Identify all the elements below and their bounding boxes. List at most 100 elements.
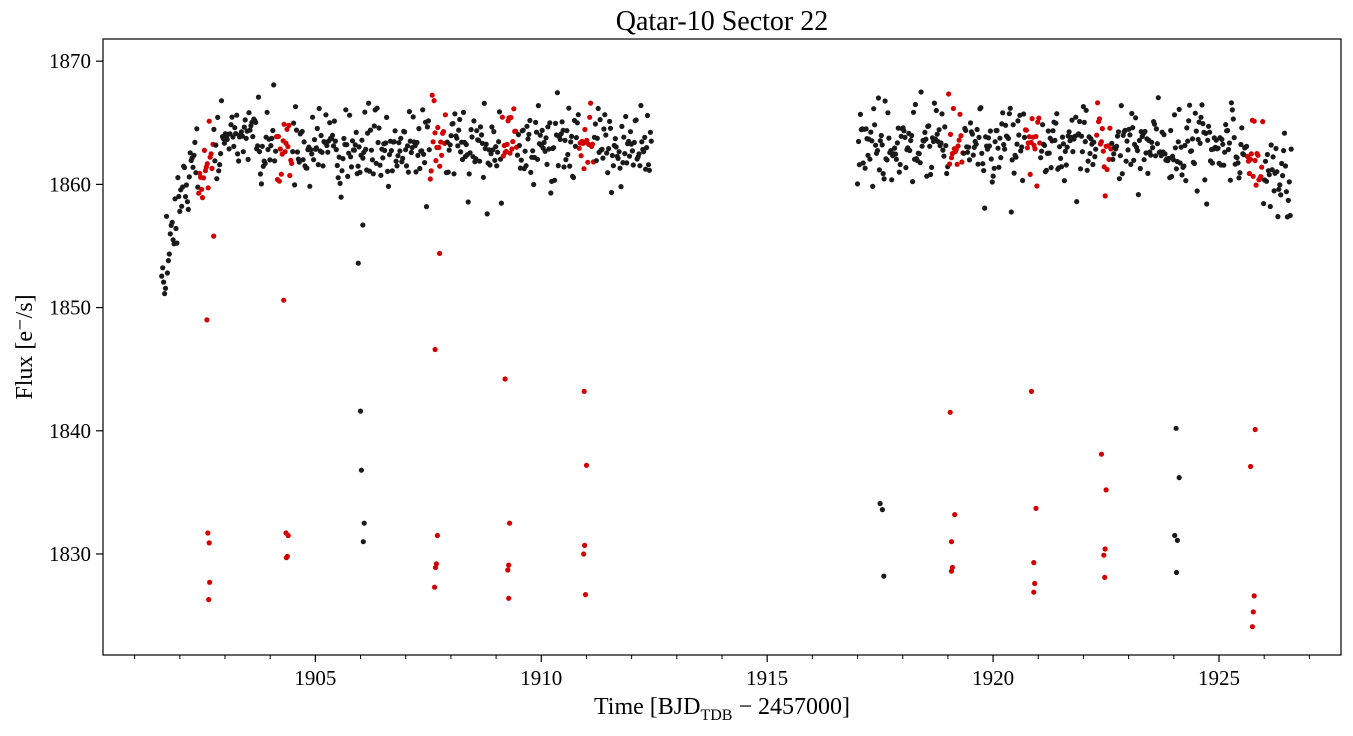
data-point xyxy=(552,120,559,126)
data-point xyxy=(1137,165,1143,172)
data-point xyxy=(420,107,426,113)
data-point xyxy=(860,160,866,166)
data-point xyxy=(1274,169,1280,175)
data-point xyxy=(494,163,500,169)
data-point xyxy=(268,143,274,149)
data-point xyxy=(1145,170,1151,176)
data-point xyxy=(1285,197,1291,203)
data-point xyxy=(457,116,463,123)
data-point xyxy=(340,156,346,162)
data-point xyxy=(331,118,337,124)
data-point xyxy=(1135,192,1141,198)
data-point xyxy=(1082,139,1088,145)
data-point xyxy=(992,139,998,145)
data-point xyxy=(415,152,421,158)
data-point xyxy=(908,137,914,144)
data-point xyxy=(941,153,947,159)
data-point xyxy=(236,158,242,164)
data-point xyxy=(889,177,895,183)
data-point xyxy=(318,132,324,139)
data-point xyxy=(926,123,932,129)
data-point xyxy=(541,139,547,146)
data-point xyxy=(493,144,499,150)
data-point xyxy=(938,140,944,146)
data-point xyxy=(1039,148,1045,154)
data-point xyxy=(368,147,374,153)
data-point xyxy=(1057,144,1063,150)
data-point xyxy=(974,126,980,133)
data-point xyxy=(1046,150,1052,156)
data-point xyxy=(299,128,305,135)
data-point xyxy=(1106,156,1112,162)
data-point xyxy=(894,140,901,146)
data-point xyxy=(1221,162,1227,168)
data-point xyxy=(1092,154,1098,160)
data-point xyxy=(1155,95,1161,101)
data-point xyxy=(564,128,570,134)
data-point xyxy=(637,163,643,169)
data-point xyxy=(623,113,629,120)
data-point xyxy=(647,129,654,135)
data-point xyxy=(1235,160,1241,166)
data-point xyxy=(502,376,508,382)
data-point xyxy=(619,123,625,129)
data-point xyxy=(506,595,512,601)
data-point xyxy=(1173,425,1179,431)
data-point xyxy=(483,141,489,147)
data-point xyxy=(264,109,270,115)
data-point xyxy=(1175,139,1181,145)
data-point xyxy=(1129,110,1135,117)
data-point xyxy=(1252,426,1258,433)
data-point xyxy=(954,161,960,167)
data-point xyxy=(349,138,356,144)
y-tick-label: 1830 xyxy=(49,542,91,566)
data-point xyxy=(1128,161,1134,167)
data-point xyxy=(304,165,310,171)
data-point xyxy=(871,106,877,112)
data-point xyxy=(1162,151,1168,157)
data-point xyxy=(440,129,447,135)
data-point xyxy=(269,135,275,141)
data-point xyxy=(948,539,955,545)
data-point xyxy=(612,136,618,142)
data-point xyxy=(492,157,498,163)
data-point xyxy=(1184,125,1190,131)
data-point xyxy=(281,121,287,127)
data-point xyxy=(966,144,972,150)
data-point xyxy=(1133,115,1139,121)
data-point xyxy=(607,125,614,131)
data-point xyxy=(1276,186,1282,192)
data-point xyxy=(169,219,175,225)
data-point xyxy=(432,130,438,136)
data-point xyxy=(506,562,512,568)
data-point xyxy=(581,166,587,172)
data-point xyxy=(987,128,994,134)
data-point xyxy=(429,92,435,98)
data-point xyxy=(241,124,247,130)
data-point xyxy=(417,165,423,172)
data-point xyxy=(1255,152,1261,158)
data-point xyxy=(448,133,454,139)
data-point xyxy=(1260,119,1266,125)
data-point xyxy=(446,147,452,153)
data-point xyxy=(311,157,317,163)
data-point xyxy=(473,156,479,162)
data-point xyxy=(333,147,339,153)
data-point xyxy=(1058,155,1064,161)
data-point xyxy=(1043,167,1049,173)
data-point xyxy=(1134,148,1141,154)
data-point xyxy=(892,151,899,157)
data-point xyxy=(406,109,412,115)
data-point xyxy=(435,124,441,131)
data-point xyxy=(562,137,568,143)
data-point xyxy=(277,146,283,152)
data-point xyxy=(1161,132,1167,138)
data-point xyxy=(351,147,357,153)
data-point xyxy=(569,133,575,139)
data-point xyxy=(881,573,887,579)
data-point xyxy=(285,532,291,539)
data-point xyxy=(907,147,913,154)
y-tick-label: 1840 xyxy=(49,419,91,443)
data-point xyxy=(1222,149,1228,155)
data-point xyxy=(1063,162,1069,168)
